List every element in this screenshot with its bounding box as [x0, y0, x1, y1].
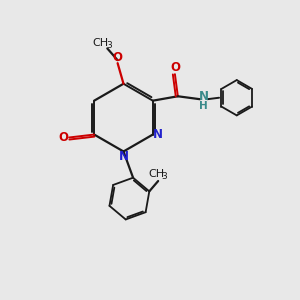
Text: 3: 3 [106, 41, 112, 50]
Text: O: O [170, 61, 180, 74]
Text: CH: CH [92, 38, 108, 47]
Text: O: O [58, 131, 68, 144]
Text: CH: CH [148, 169, 165, 179]
Text: 3: 3 [162, 172, 167, 182]
Text: N: N [199, 90, 208, 104]
Text: N: N [118, 150, 128, 163]
Text: N: N [153, 128, 163, 141]
Text: O: O [112, 51, 123, 64]
Text: H: H [199, 101, 208, 111]
